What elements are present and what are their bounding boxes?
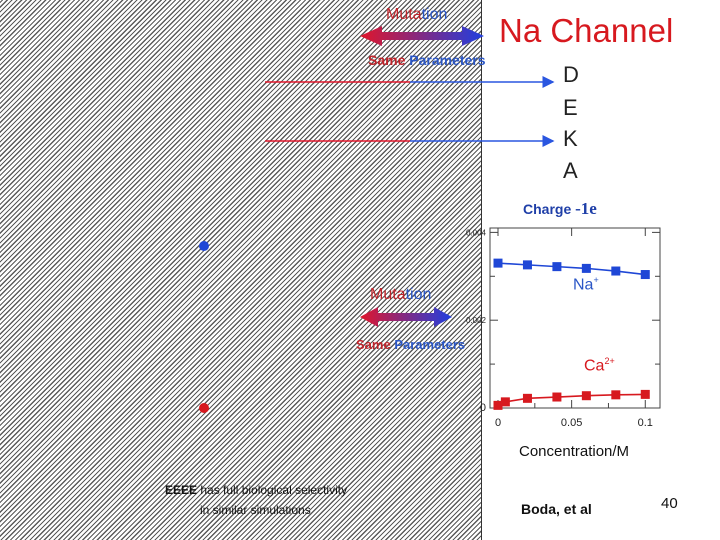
ca-data-point-6	[640, 389, 650, 399]
double-arrow-mid	[360, 307, 452, 327]
charge-word: Charge	[523, 201, 572, 217]
mutation-label-top-part1: Muta	[386, 6, 422, 23]
same-word-mid: Same	[356, 337, 391, 352]
y-tick-label-2: 0.004	[466, 228, 487, 237]
y-tick-label-0: 0	[480, 402, 486, 414]
na-data-point-2	[552, 262, 562, 272]
na-ion-label: Na+	[573, 275, 599, 294]
hatched-background-panel	[0, 0, 482, 540]
y-tick-label-1: 0.002	[466, 316, 487, 325]
letter-e: E	[563, 95, 578, 120]
eeee-note-line1: EEEE has full biological selectivity	[165, 483, 347, 497]
ca-data-point-2	[522, 393, 532, 403]
chart-plot-frame	[489, 227, 661, 409]
x-tick-label-0: 0	[495, 417, 501, 429]
parameters-word-mid: Parameters	[394, 337, 466, 352]
na-data-point-1	[522, 260, 532, 270]
mutation-label-top: Mutation	[386, 6, 447, 24]
ca-legend-marker	[199, 403, 209, 413]
mutation-label-top-part2: tion	[421, 6, 448, 23]
double-arrow-top	[360, 26, 484, 46]
eeee-rest: has full biological selectivity	[197, 483, 348, 497]
ca-data-point-1	[500, 397, 510, 407]
na-data-point-4	[611, 266, 621, 276]
ca-ion-label: Ca2+	[584, 356, 615, 375]
connector-lines	[265, 76, 555, 147]
eeee-bold: EEEE	[165, 483, 198, 497]
mutation-label-mid-part2: tion	[405, 286, 432, 303]
mutation-label-mid: Mutation	[370, 286, 431, 304]
letter-k: K	[563, 126, 578, 151]
ca-data-point-3	[552, 392, 562, 402]
na-data-point-0	[493, 258, 503, 268]
charge-value: -1e	[575, 199, 597, 218]
na-series-line	[497, 262, 646, 276]
charge-label: Charge -1e	[523, 199, 597, 219]
na-legend-marker	[199, 241, 209, 251]
x-tick-label-1: 0.05	[561, 417, 582, 429]
x-tick-label-2: 0.1	[638, 417, 653, 429]
na-ion-base: Na	[573, 276, 594, 294]
same-parameters-label-top: Same Parameters	[368, 52, 486, 68]
parameters-word-top: Parameters	[409, 52, 486, 68]
slide-title: Na Channel	[499, 12, 674, 49]
eeee-note-line2: in similar simulations	[200, 503, 311, 517]
ca-data-point-0	[493, 400, 503, 410]
letter-d: D	[563, 62, 579, 87]
na-data-point-5	[640, 270, 650, 280]
na-data-point-3	[581, 263, 591, 273]
letter-a: A	[563, 158, 578, 183]
ca-data-point-4	[581, 391, 591, 401]
x-axis-label: Concentration/M	[519, 443, 630, 460]
same-parameters-label-mid: Same Parameters	[356, 337, 465, 352]
same-word-top: Same	[368, 52, 406, 68]
mutation-label-mid-part1: Muta	[370, 286, 406, 303]
citation: Boda, et al	[521, 501, 592, 517]
slide-number: 40	[661, 495, 678, 512]
ca-ion-base: Ca	[584, 357, 605, 375]
ca-ion-charge: 2+	[604, 356, 615, 366]
na-ion-charge: +	[593, 275, 599, 285]
ca-data-point-5	[611, 390, 621, 400]
